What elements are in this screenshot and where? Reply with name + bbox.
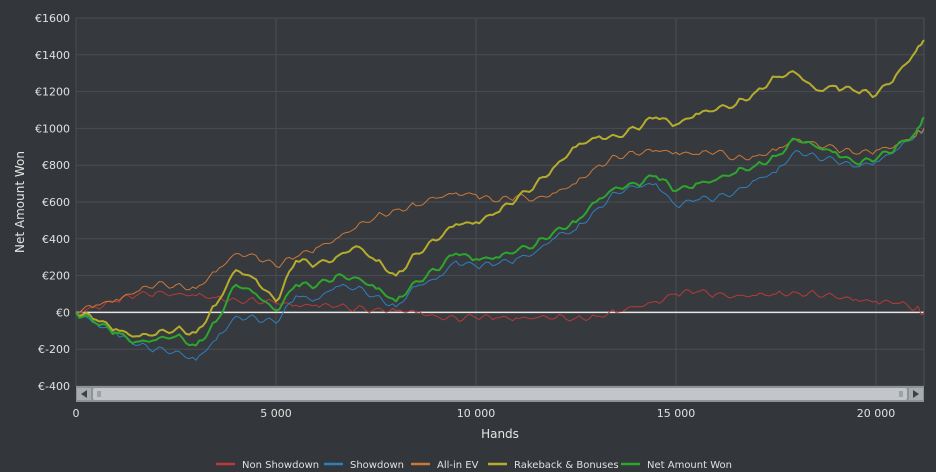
y-tick-label: €400 bbox=[42, 233, 70, 246]
horizontal-scrollbar[interactable] bbox=[76, 386, 924, 402]
scroll-right-arrow-icon bbox=[913, 390, 919, 398]
series-lines bbox=[75, 39, 925, 361]
y-tick-label: €200 bbox=[42, 270, 70, 283]
x-axis-label: Hands bbox=[481, 427, 519, 441]
y-tick-labels: €-400 €-200 €0 €200 €400 €600 €800 €1000 €1200 €1… bbox=[35, 12, 70, 393]
y-axis-label: Net Amount Won bbox=[13, 151, 27, 253]
legend-label: Rakeback & Bonuses bbox=[514, 460, 619, 471]
y-tick-label: €-400 bbox=[38, 380, 70, 393]
y-tick-label: €-200 bbox=[38, 343, 70, 356]
x-tick-label: 10 000 bbox=[457, 407, 496, 420]
legend-label: All-in EV bbox=[437, 460, 479, 471]
y-tick-label: €1400 bbox=[35, 49, 70, 62]
x-tick-label: 5 000 bbox=[260, 407, 292, 420]
scrollbar-thumb-grip-left-icon bbox=[97, 391, 101, 397]
scrollbar-thumb[interactable] bbox=[93, 388, 907, 400]
x-tick-label: 0 bbox=[73, 407, 80, 420]
x-tick-label: 20 000 bbox=[857, 407, 896, 420]
y-tick-label: €1600 bbox=[35, 12, 70, 25]
y-tick-label: €800 bbox=[42, 159, 70, 172]
legend: Non Showdown Showdown All-in EV Rakeback & … bbox=[216, 460, 732, 471]
series-line-rakeback-bonuses bbox=[75, 39, 925, 338]
legend-label: Net Amount Won bbox=[647, 460, 732, 471]
x-tick-labels: 0 5 000 10 000 15 000 20 000 bbox=[73, 407, 896, 420]
legend-label: Non Showdown bbox=[242, 460, 319, 471]
legend-label: Showdown bbox=[350, 460, 404, 471]
x-tick-label: 15 000 bbox=[657, 407, 696, 420]
y-tick-label: €1000 bbox=[35, 122, 70, 135]
scroll-left-arrow-icon bbox=[81, 390, 87, 398]
series-line-non-showdown bbox=[75, 289, 925, 322]
y-tick-label: €1200 bbox=[35, 86, 70, 99]
series-line-showdown bbox=[75, 128, 925, 361]
series-line-net-amount-won bbox=[75, 116, 925, 347]
scrollbar-thumb-grip-right-icon bbox=[899, 391, 903, 397]
y-tick-label: €600 bbox=[42, 196, 70, 209]
y-tick-label: €0 bbox=[56, 306, 70, 319]
